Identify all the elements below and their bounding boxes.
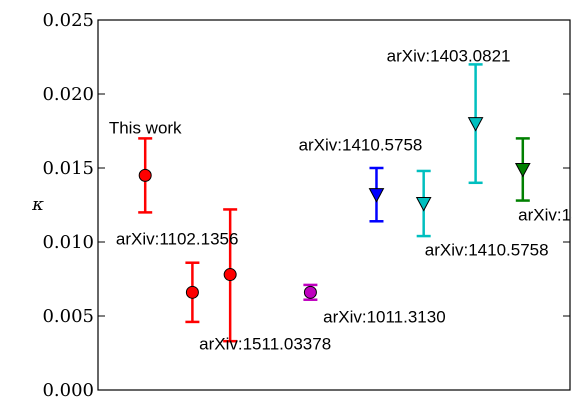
y-ticks: 0.000 0.005 0.010 0.015 0.020 0.025 <box>42 10 570 399</box>
annotation-label: arXiv:1011.3130 <box>323 307 446 326</box>
data-point <box>185 261 200 324</box>
annotation-label: arXiv:1403.0821 <box>387 47 511 66</box>
data-point <box>467 63 484 185</box>
point-marker <box>303 285 317 299</box>
y-tick-label: 0.010 <box>42 232 94 253</box>
data-point <box>514 137 531 202</box>
data-point <box>368 166 385 223</box>
y-tick-label: 0.005 <box>42 306 94 327</box>
y-tick-label: 0.000 <box>42 380 94 399</box>
point-marker <box>223 268 237 282</box>
y-axis-label: κ <box>31 194 44 215</box>
point-marker <box>185 285 199 299</box>
annotation-label: This work <box>109 118 182 137</box>
point-marker <box>368 188 385 203</box>
data-point <box>223 208 238 343</box>
point-marker <box>467 117 484 132</box>
data-point <box>138 137 153 214</box>
data-points <box>138 63 531 343</box>
data-point <box>303 283 318 301</box>
point-marker <box>514 162 531 178</box>
plot-frame <box>97 19 571 391</box>
annotation-label: arXiv:1102.1356 <box>116 230 239 249</box>
y-tick-label: 0.015 <box>42 158 94 179</box>
annotation-label: arXiv:1511.03378 <box>199 335 331 354</box>
point-marker <box>415 197 432 212</box>
annotation-label: arXiv:1410.5758 <box>425 241 549 260</box>
annotation-label: arXiv:1507.07510 <box>518 205 572 224</box>
data-point <box>415 169 432 238</box>
annotation-label: arXiv:1410.5758 <box>299 136 423 155</box>
point-marker <box>138 168 152 182</box>
y-tick-label: 0.020 <box>42 84 94 105</box>
annotations: This work arXiv:1102.1356 arXiv:1511.03378… <box>109 47 572 354</box>
y-tick-label: 0.025 <box>42 10 94 31</box>
